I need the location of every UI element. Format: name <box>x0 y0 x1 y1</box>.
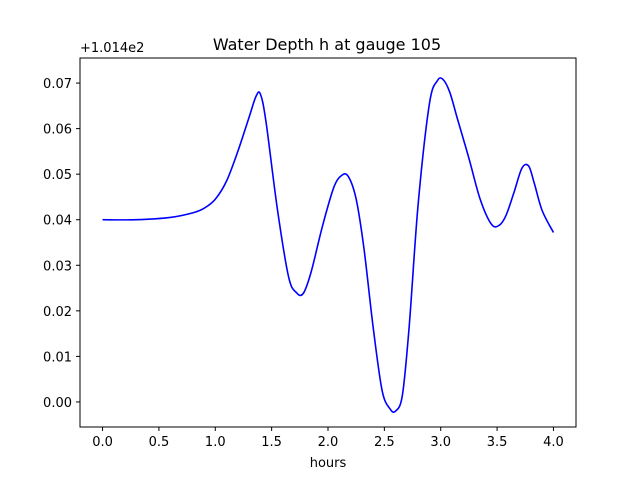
y-tick-label: 0.06 <box>43 123 72 138</box>
x-tick-label: 1.5 <box>261 435 282 450</box>
x-tick-label: 3.0 <box>430 435 451 450</box>
y-tick-label: 0.02 <box>43 305 72 320</box>
x-tick-label: 3.5 <box>487 435 508 450</box>
plot-area: 0.0 0.5 1.0 1.5 2.0 2.5 3.0 3.5 4.0 0.00 0.01 0.02 0… <box>43 77 564 450</box>
plot-frame <box>79 57 577 428</box>
y-tick-label: 0.04 <box>43 214 72 229</box>
x-tick-label: 2.5 <box>374 435 395 450</box>
y-offset-label: +1.014e2 <box>80 41 144 56</box>
y-tick-label: 0.05 <box>43 168 72 183</box>
x-tick-label: 0.5 <box>149 435 170 450</box>
x-tick-label: 0.0 <box>92 435 113 450</box>
y-tick-label: 0.00 <box>43 396 72 411</box>
y-tick-label: 0.03 <box>43 259 72 274</box>
y-tick-label: 0.07 <box>43 77 72 92</box>
x-tick-label: 1.0 <box>205 435 226 450</box>
x-tick-label: 4.0 <box>543 435 564 450</box>
chart-title: Water Depth h at gauge 105 <box>213 35 441 54</box>
y-tick-label: 0.01 <box>43 350 72 365</box>
x-tick-label: 2.0 <box>318 435 339 450</box>
x-axis-label: hours <box>310 456 347 471</box>
series-line <box>102 77 555 414</box>
